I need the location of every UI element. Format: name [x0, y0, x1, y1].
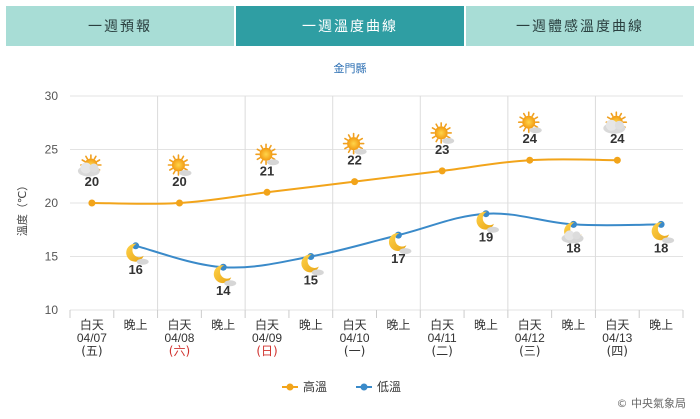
moon-cloud-icon — [651, 222, 675, 244]
partly-cloudy-sun-icon — [77, 154, 102, 177]
sun-cloud-icon — [255, 143, 280, 166]
sun-cloud-icon — [517, 111, 542, 134]
data-label: 15 — [304, 273, 318, 288]
legend-marker — [286, 383, 294, 391]
sun-cloud-icon — [167, 154, 192, 176]
legend-marker — [360, 383, 368, 391]
legend-item: 低溫 — [356, 380, 401, 394]
data-label: 20 — [172, 174, 186, 189]
data-label: 16 — [128, 262, 142, 277]
data-label: 17 — [391, 251, 405, 266]
data-label: 20 — [85, 174, 99, 189]
cloudy-moon-icon — [561, 222, 584, 244]
x-tick-label-weekday: (六) — [169, 344, 190, 358]
tab-weekly-apparent-temperature-curve[interactable]: 一週體感溫度曲線 — [464, 6, 694, 46]
x-tick-label-period: 白天 — [430, 317, 454, 332]
data-label: 24 — [610, 131, 625, 146]
data-point — [351, 178, 359, 186]
x-tick-label-date: 04/09 — [252, 331, 282, 345]
x-tick-label-period: 晚上 — [649, 318, 673, 332]
x-tick-label-date: 04/13 — [602, 331, 632, 345]
data-label: 24 — [523, 131, 538, 146]
data-label: 19 — [479, 230, 493, 245]
data-label: 23 — [435, 142, 449, 157]
moon-cloud-icon — [301, 254, 324, 276]
tab-weekly-forecast[interactable]: 一週預報 — [6, 6, 234, 46]
x-tick-label-date: 04/08 — [164, 331, 194, 345]
legend-item: 高溫 — [282, 379, 327, 394]
x-tick-label-period: 白天 — [167, 317, 191, 332]
x-tick-label-period: 晚上 — [211, 318, 235, 332]
x-tick-label-period: 白天 — [255, 317, 279, 332]
x-tick-label-weekday: (四) — [607, 344, 628, 358]
data-point — [88, 199, 96, 207]
x-tick-label-weekday: (三) — [519, 344, 540, 358]
x-tick-label-weekday: (日) — [256, 344, 277, 358]
y-tick-label: 30 — [45, 89, 59, 103]
moon-cloud-icon — [388, 232, 412, 255]
cloudy-sun-icon — [603, 111, 628, 134]
x-tick-label-period: 晚上 — [124, 318, 148, 332]
tab-weekly-temperature-curve[interactable]: 一週溫度曲線 — [234, 6, 464, 46]
y-tick-label: 25 — [45, 143, 59, 157]
x-tick-label-date: 04/11 — [428, 331, 457, 345]
x-tick-label-period: 晚上 — [386, 318, 410, 332]
data-point — [175, 199, 183, 207]
moon-cloud-icon — [126, 243, 149, 265]
x-tick-label-period: 白天 — [80, 317, 104, 332]
sun-cloud-icon — [342, 132, 367, 155]
data-point — [613, 156, 621, 164]
x-tick-label-period: 白天 — [343, 317, 367, 332]
x-tick-label-period: 白天 — [518, 317, 542, 332]
x-tick-label-period: 晚上 — [562, 318, 586, 332]
data-label: 18 — [654, 240, 668, 255]
x-tick-label-date: 04/07 — [77, 331, 107, 345]
x-tick-label-weekday: (五) — [81, 344, 102, 358]
x-tick-label-date: 04/10 — [340, 331, 370, 345]
data-label: 14 — [216, 283, 231, 298]
data-point — [263, 188, 271, 196]
y-tick-label: 20 — [45, 196, 59, 210]
data-label: 21 — [260, 163, 274, 178]
credit-text: © 中央氣象局 — [616, 397, 687, 410]
y-tick-label: 15 — [45, 250, 59, 264]
moon-cloud-icon — [476, 211, 499, 233]
data-label: 22 — [347, 153, 361, 168]
sun-cloud-icon — [430, 122, 455, 144]
y-tick-label: 10 — [45, 303, 59, 317]
chart-title: 金門縣 — [334, 61, 367, 75]
x-tick-label-weekday: (二) — [431, 344, 452, 358]
data-label: 18 — [566, 240, 580, 255]
legend-label: 低溫 — [377, 380, 401, 394]
x-tick-label-period: 晚上 — [299, 318, 323, 332]
x-tick-label-period: 白天 — [605, 317, 629, 332]
x-tick-label-date: 04/12 — [515, 331, 545, 345]
moon-cloud-icon — [213, 265, 237, 287]
x-tick-label-period: 晚上 — [474, 318, 498, 332]
x-tick-label-weekday: (一) — [344, 344, 365, 358]
y-axis-label: 溫度（℃） — [15, 180, 29, 236]
data-point — [526, 156, 534, 164]
tab-bar: 一週預報 一週溫度曲線 一週體感溫度曲線 — [6, 6, 694, 46]
data-point — [438, 167, 446, 175]
legend-label: 高溫 — [303, 379, 327, 394]
